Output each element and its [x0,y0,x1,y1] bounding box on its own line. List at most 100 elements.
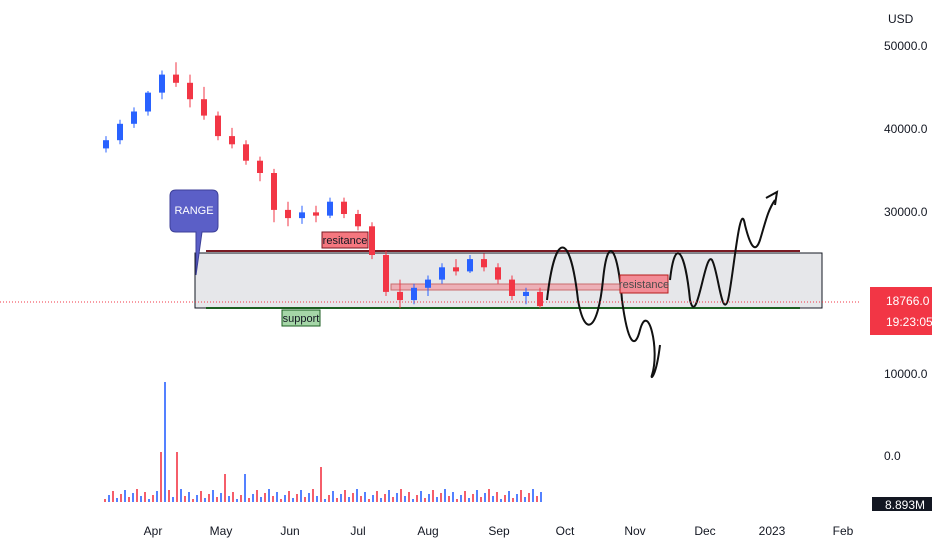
candle-body [229,136,235,145]
volume-bar [392,497,394,502]
candle-body [495,267,501,280]
candle-body [201,99,207,116]
candle-body [159,74,165,93]
volume-bar [460,495,462,502]
volume-bar [132,493,134,502]
support-label-bg [281,309,321,327]
volume-bar [500,499,502,502]
volume-bar [128,497,130,502]
candle-body [453,267,459,272]
volume-bar [436,497,438,502]
candle-body [439,267,445,280]
volume-bar [480,497,482,502]
volume-label-box [872,497,932,511]
volume-bar [232,492,234,502]
volume-bar [180,489,182,502]
volume-bar [440,493,442,502]
volume-bar [136,489,138,502]
volume-bar [192,499,194,502]
candle-body [509,279,515,296]
volume-bar [216,497,218,502]
volume-bar [212,490,214,502]
volume-bar [332,491,334,502]
volume-bar [116,498,118,502]
mid-resistance-label-bg [619,274,669,294]
candles-group [103,62,543,309]
time-tick-oct: Oct [556,524,575,538]
volume-bar [248,498,250,502]
price-tick-40000: 40000.0 [884,122,928,136]
volume-bar [348,497,350,502]
price-label-value: 18766.0 [886,294,930,308]
volume-bar [488,489,490,502]
range-callout[interactable] [169,189,219,276]
time-tick-may: May [210,524,233,538]
volume-bar [220,493,222,502]
volume-bar [520,490,522,502]
volume-bar [532,489,534,502]
resistance-label-bg [321,231,369,249]
candle-body [369,226,375,255]
price-tick-0: 0.0 [884,449,901,463]
volume-bar [416,495,418,502]
time-axis: Apr May Jun Jul Aug Sep Oct Nov Dec 2023 Feb [144,524,854,538]
volume-bar [120,494,122,502]
volume-bar [288,491,290,502]
volume-bar [376,491,378,502]
volume-bar [152,495,154,502]
volume-bar [264,493,266,502]
volume-bar [328,495,330,502]
candle-body [411,287,417,301]
volume-bar [496,492,498,502]
volume-bar [384,494,386,502]
support-label: support [283,313,320,325]
volume-bar [512,498,514,502]
volume-bar [256,490,258,502]
volume-bar [432,490,434,502]
volume-bar [528,493,530,502]
volume-bar [484,493,486,502]
volume-label: 8.893M [885,498,925,512]
volume-bar [300,490,302,502]
volume-bar [492,496,494,502]
volume-bar [412,499,414,502]
time-tick-aug: Aug [417,524,438,538]
volume-bar [184,496,186,502]
volume-bar [464,491,466,502]
volume-bar [200,491,202,502]
volume-bar [388,490,390,502]
volume-bar [208,494,210,502]
volume-bar [356,489,358,502]
volume-bar [320,467,322,502]
volume-bar [472,494,474,502]
volume-bar [504,495,506,502]
candle-body [257,160,263,173]
time-tick-feb: Feb [833,524,854,538]
candle-body [173,74,179,83]
volume-bar [156,491,158,502]
volume-bar [468,498,470,502]
candle-body [537,291,543,307]
volume-bar [408,492,410,502]
price-label-box[interactable] [870,287,932,335]
volume-bar [360,496,362,502]
candle-body [313,212,319,216]
time-tick-jul: Jul [350,524,365,538]
candle-body [215,115,221,137]
volume-bar [112,491,114,502]
volume-bar [340,494,342,502]
volume-bar [196,495,198,502]
volume-bar [424,498,426,502]
volume-bar [244,474,246,502]
volume-bar [144,492,146,502]
candle-body [271,173,277,210]
resistance-label: resitance [323,235,368,247]
volume-bar [540,492,542,502]
price-tick-30000: 30000.0 [884,205,928,219]
volume-bar [148,499,150,502]
volume-bar [176,452,178,502]
volume-bar [456,499,458,502]
volume-bar [516,494,518,502]
